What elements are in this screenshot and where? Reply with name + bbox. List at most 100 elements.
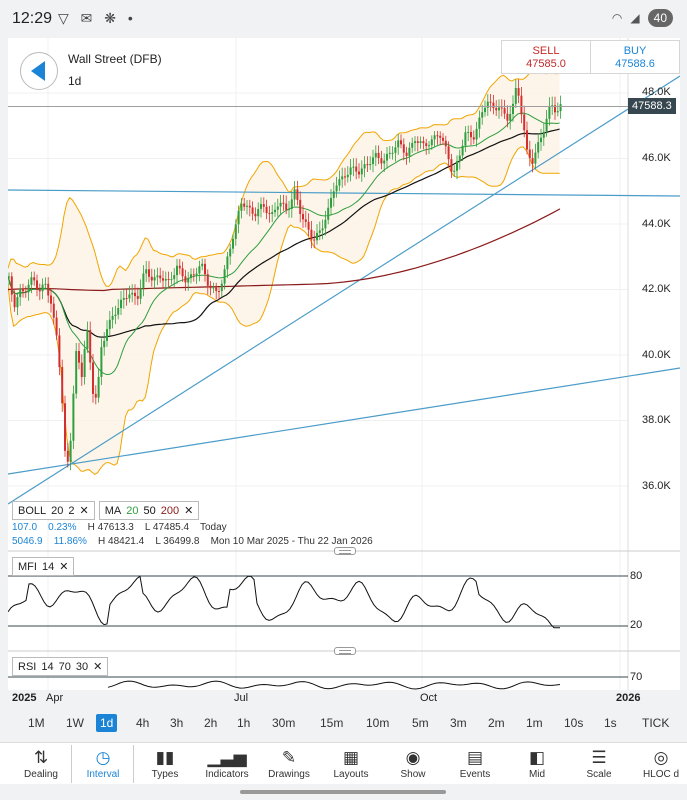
toolbar-label: Events (459, 769, 491, 780)
mfi-legend: MFI 14 ✕ (12, 557, 75, 576)
candle-up (484, 107, 486, 113)
candle-down (248, 205, 251, 208)
candle-up (330, 197, 332, 208)
candle-down (442, 137, 444, 141)
close-icon[interactable]: ✕ (59, 561, 69, 573)
chart-card[interactable]: Wall Street (DFB) 1d SELL 47585.0 BUY 47… (8, 38, 680, 690)
timeframe-5m[interactable]: 5m (412, 716, 429, 730)
rsi-param: 14 (41, 660, 54, 673)
sell-button[interactable]: SELL 47585.0 (501, 40, 591, 74)
ma-name: MA (104, 504, 122, 517)
candle-up (386, 153, 388, 161)
timeframe-2m[interactable]: 2m (488, 716, 505, 730)
timeframe-3h[interactable]: 3h (170, 716, 184, 730)
ma-chip[interactable]: MA 20 50 200 ✕ (98, 501, 200, 520)
toolbar-mid[interactable]: ◧ Mid (506, 743, 568, 785)
ma-param: 50 (143, 504, 156, 517)
candle-down (472, 137, 475, 140)
candle-down (209, 285, 212, 289)
timeframe-2h[interactable]: 2h (204, 716, 218, 730)
candle-up (383, 160, 386, 164)
candle-up (128, 294, 131, 299)
rsi-chip[interactable]: RSI 14 70 30 ✕ (12, 657, 109, 676)
mfi-param: 14 (41, 560, 55, 573)
candle-up (100, 347, 103, 377)
candle-down (439, 135, 442, 138)
candle-up (537, 142, 540, 153)
timeframe-1w[interactable]: 1W (66, 716, 84, 730)
buy-button[interactable]: BUY 47588.6 (590, 40, 680, 74)
candle-up (391, 152, 394, 154)
timeframe-1s[interactable]: 1s (604, 716, 617, 730)
mfi-chip[interactable]: MFI 14 ✕ (12, 557, 75, 576)
candle-up (360, 168, 363, 175)
candle-up (226, 256, 229, 270)
timeframe-1h[interactable]: 1h (237, 716, 251, 730)
timeframe-1m[interactable]: 1M (28, 716, 45, 730)
buy-price: 47588.6 (615, 58, 655, 70)
ma-param: 20 (126, 504, 139, 517)
candle-down (181, 268, 184, 277)
candle-up (41, 284, 44, 292)
close-icon[interactable]: ✕ (93, 661, 103, 673)
toolbar-dealing[interactable]: ⇅ Dealing (10, 743, 72, 785)
wifi-icon: ◠ (611, 11, 623, 25)
candle-up (411, 142, 414, 148)
candle-down (148, 269, 150, 277)
timeframe-30m[interactable]: 30m (272, 716, 296, 730)
candle-up (509, 114, 512, 121)
timeframe-10s[interactable]: 10s (564, 716, 584, 730)
candle-up (237, 210, 240, 225)
candle-up (190, 274, 192, 279)
timeframe-15m[interactable]: 15m (320, 716, 344, 730)
candle-down (531, 158, 534, 164)
timeframe-1d[interactable]: 1d (96, 714, 118, 732)
toolbar-show[interactable]: ◉ Show (382, 743, 444, 785)
candle-down (489, 101, 492, 103)
candle-down (55, 317, 58, 336)
candle-up (461, 145, 464, 156)
candle-down (344, 176, 346, 178)
toolbar-events[interactable]: ▤ Events (444, 743, 506, 785)
back-button[interactable] (20, 52, 58, 90)
toolbar-layouts[interactable]: ▦ Layouts (320, 743, 382, 785)
toolbar-drawings[interactable]: ✎ Drawings (258, 743, 320, 785)
toolbar-hloc-d[interactable]: ◎ HLOC d (630, 743, 687, 785)
candle-up (514, 88, 517, 104)
candle-up (428, 145, 430, 147)
bottom-toolbar: ⇅ Dealing ◷ Interval ▮▮ Types ▁▃▅ Indicators ✎ Dr… (0, 742, 687, 784)
candle-up (346, 174, 349, 178)
toolbar-indicators[interactable]: ▁▃▅ Indicators (196, 743, 258, 785)
bollinger-lower-line (8, 146, 560, 476)
candle-up (114, 314, 117, 317)
candle-up (8, 276, 10, 278)
candle-up (349, 167, 352, 175)
toolbar-label: Interval (86, 769, 120, 780)
trend-line (8, 75, 680, 505)
candle-up (142, 273, 145, 288)
today-label: Today (199, 522, 227, 533)
pane-resize-handle[interactable] (334, 647, 356, 655)
toolbar-types[interactable]: ▮▮ Types (134, 743, 196, 785)
candle-up (106, 329, 108, 341)
chart-canvas[interactable] (8, 38, 680, 690)
timeframe-1m[interactable]: 1m (526, 716, 543, 730)
toolbar-interval[interactable]: ◷ Interval (72, 743, 134, 785)
toolbar-scale[interactable]: ☰ Scale (568, 743, 630, 785)
candle-down (447, 146, 450, 160)
candle-down (528, 149, 531, 159)
timeframe-4h[interactable]: 4h (136, 716, 150, 730)
low-range: L 36499.8 (155, 536, 200, 547)
candle-up (131, 292, 134, 295)
pane-resize-handle[interactable] (334, 547, 356, 555)
stats-line-today: 107.0 0.23% H 47613.3 L 47485.4 Today (12, 522, 227, 533)
close-icon[interactable]: ✕ (79, 505, 89, 517)
boll-param: 20 (51, 504, 64, 517)
candle-up (486, 101, 489, 108)
boll-chip[interactable]: BOLL 20 2 ✕ (12, 501, 95, 520)
timeframe-tick[interactable]: TICK (642, 716, 670, 730)
close-icon[interactable]: ✕ (184, 505, 194, 517)
timeframe-10m[interactable]: 10m (366, 716, 390, 730)
timeframe-3m[interactable]: 3m (450, 716, 467, 730)
time-label: Apr (46, 692, 64, 704)
